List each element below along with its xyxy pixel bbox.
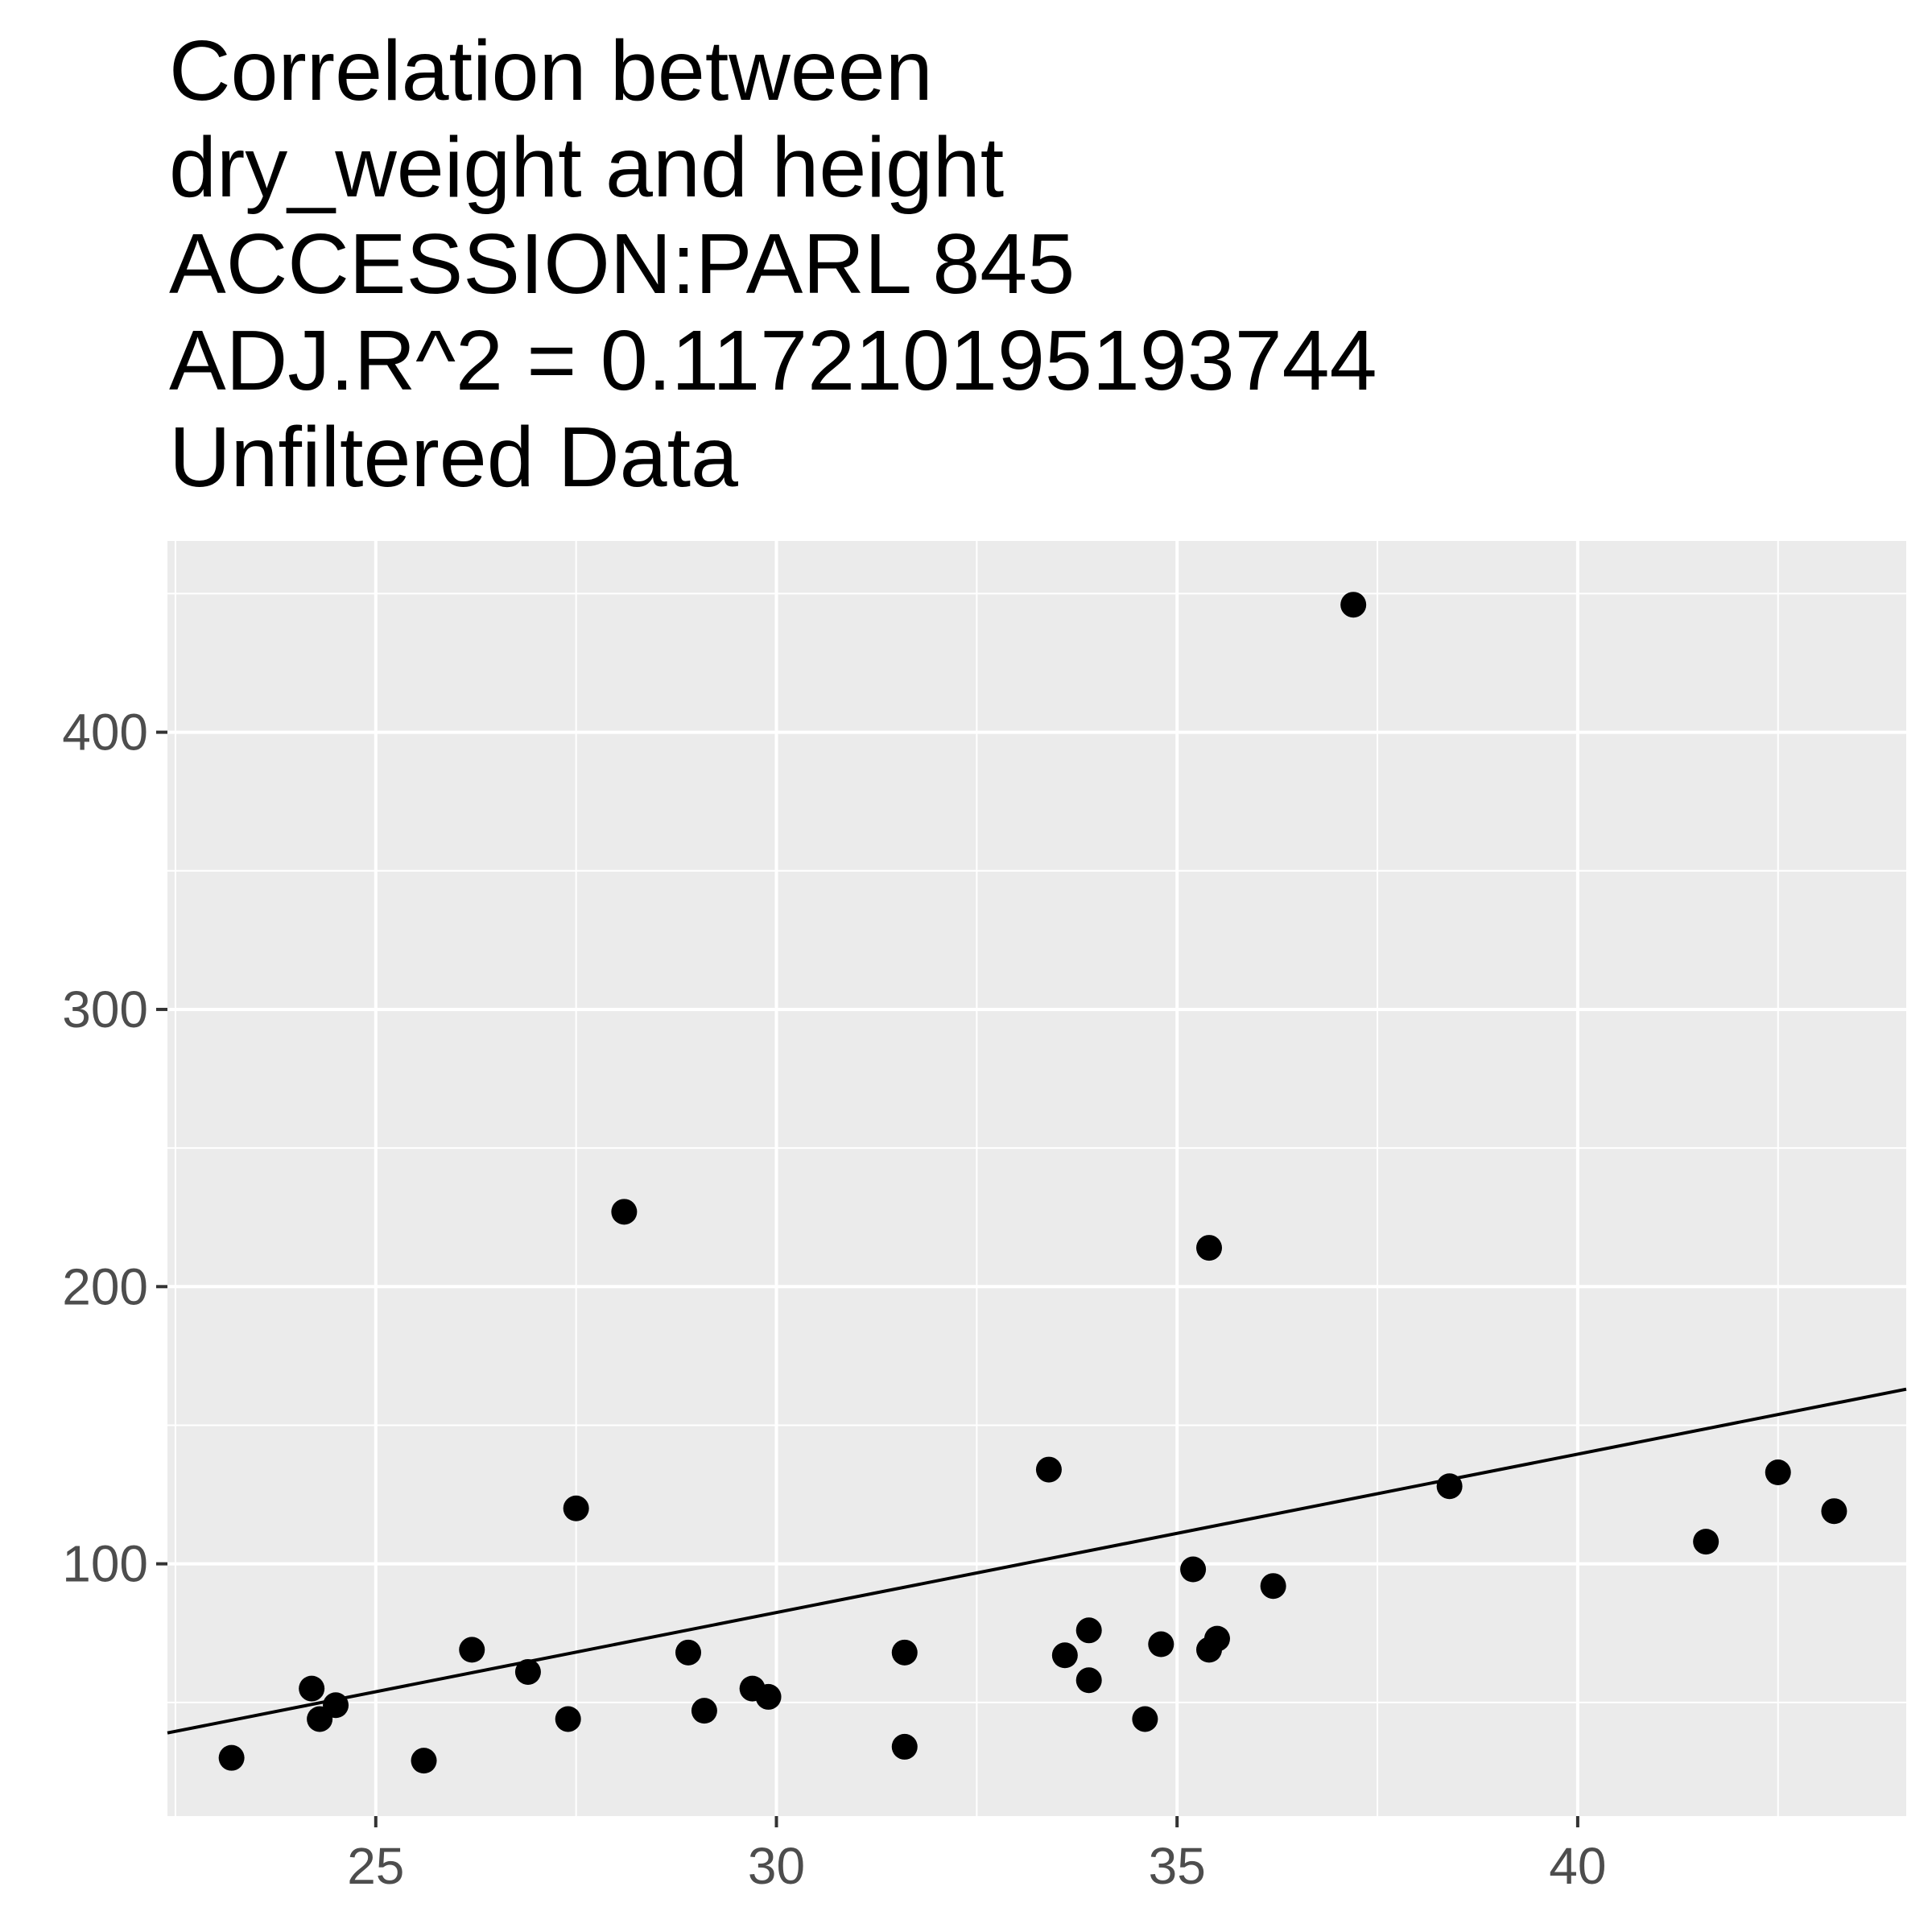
y-tick-label: 300 [62,980,148,1038]
y-tick-label: 200 [62,1257,148,1315]
data-point [611,1199,638,1225]
data-point [1693,1529,1719,1555]
data-point [218,1744,245,1771]
data-point [1821,1498,1847,1525]
data-point [1051,1642,1078,1669]
data-point [555,1706,581,1732]
data-point [1203,1625,1230,1652]
grid-major [167,541,1906,1816]
title-line-5: Unfiltered Data [169,410,739,505]
data-point [1196,1235,1223,1261]
y-axis: 100 200 300 400 [62,704,167,1593]
plot-panel [167,541,1906,1816]
x-axis: 25 30 35 40 [347,1816,1606,1895]
data-point [1260,1573,1286,1600]
data-point [691,1698,717,1724]
title-line-1: Correlation between [169,23,933,118]
data-point [323,1692,349,1719]
data-point [891,1733,918,1760]
data-point [675,1639,702,1666]
y-tick-label: 400 [62,704,148,762]
data-point [755,1683,782,1710]
regression-layer [167,1387,1907,1735]
data-point [1765,1459,1791,1486]
data-point [1075,1617,1102,1644]
title-line-4: ADJ.R^2 = 0.117210195193744 [169,313,1377,408]
y-tick-label: 100 [62,1535,148,1593]
data-point [411,1748,437,1774]
chart-title: Correlation between dry_weight and heigh… [169,23,1377,506]
x-tick-label: 30 [748,1837,805,1895]
data-point [1148,1631,1174,1657]
regression-line [167,1387,1907,1735]
title-line-3: ACCESSION:PARL 845 [169,217,1075,312]
data-point [1035,1456,1062,1483]
x-tick-label: 25 [347,1837,404,1895]
data-point [1180,1556,1207,1583]
data-point [891,1639,918,1666]
data-point [459,1637,485,1663]
data-point [1132,1706,1158,1732]
title-line-2: dry_weight and height [169,120,1005,215]
data-point [563,1495,589,1521]
data-point [1340,592,1367,618]
x-tick-label: 35 [1149,1837,1206,1895]
grid-minor [167,541,1906,1816]
data-point [1075,1667,1102,1694]
data-point [514,1658,541,1685]
data-point [1436,1473,1463,1500]
x-tick-label: 40 [1549,1837,1606,1895]
data-point [299,1675,325,1702]
points-layer [218,592,1847,1774]
